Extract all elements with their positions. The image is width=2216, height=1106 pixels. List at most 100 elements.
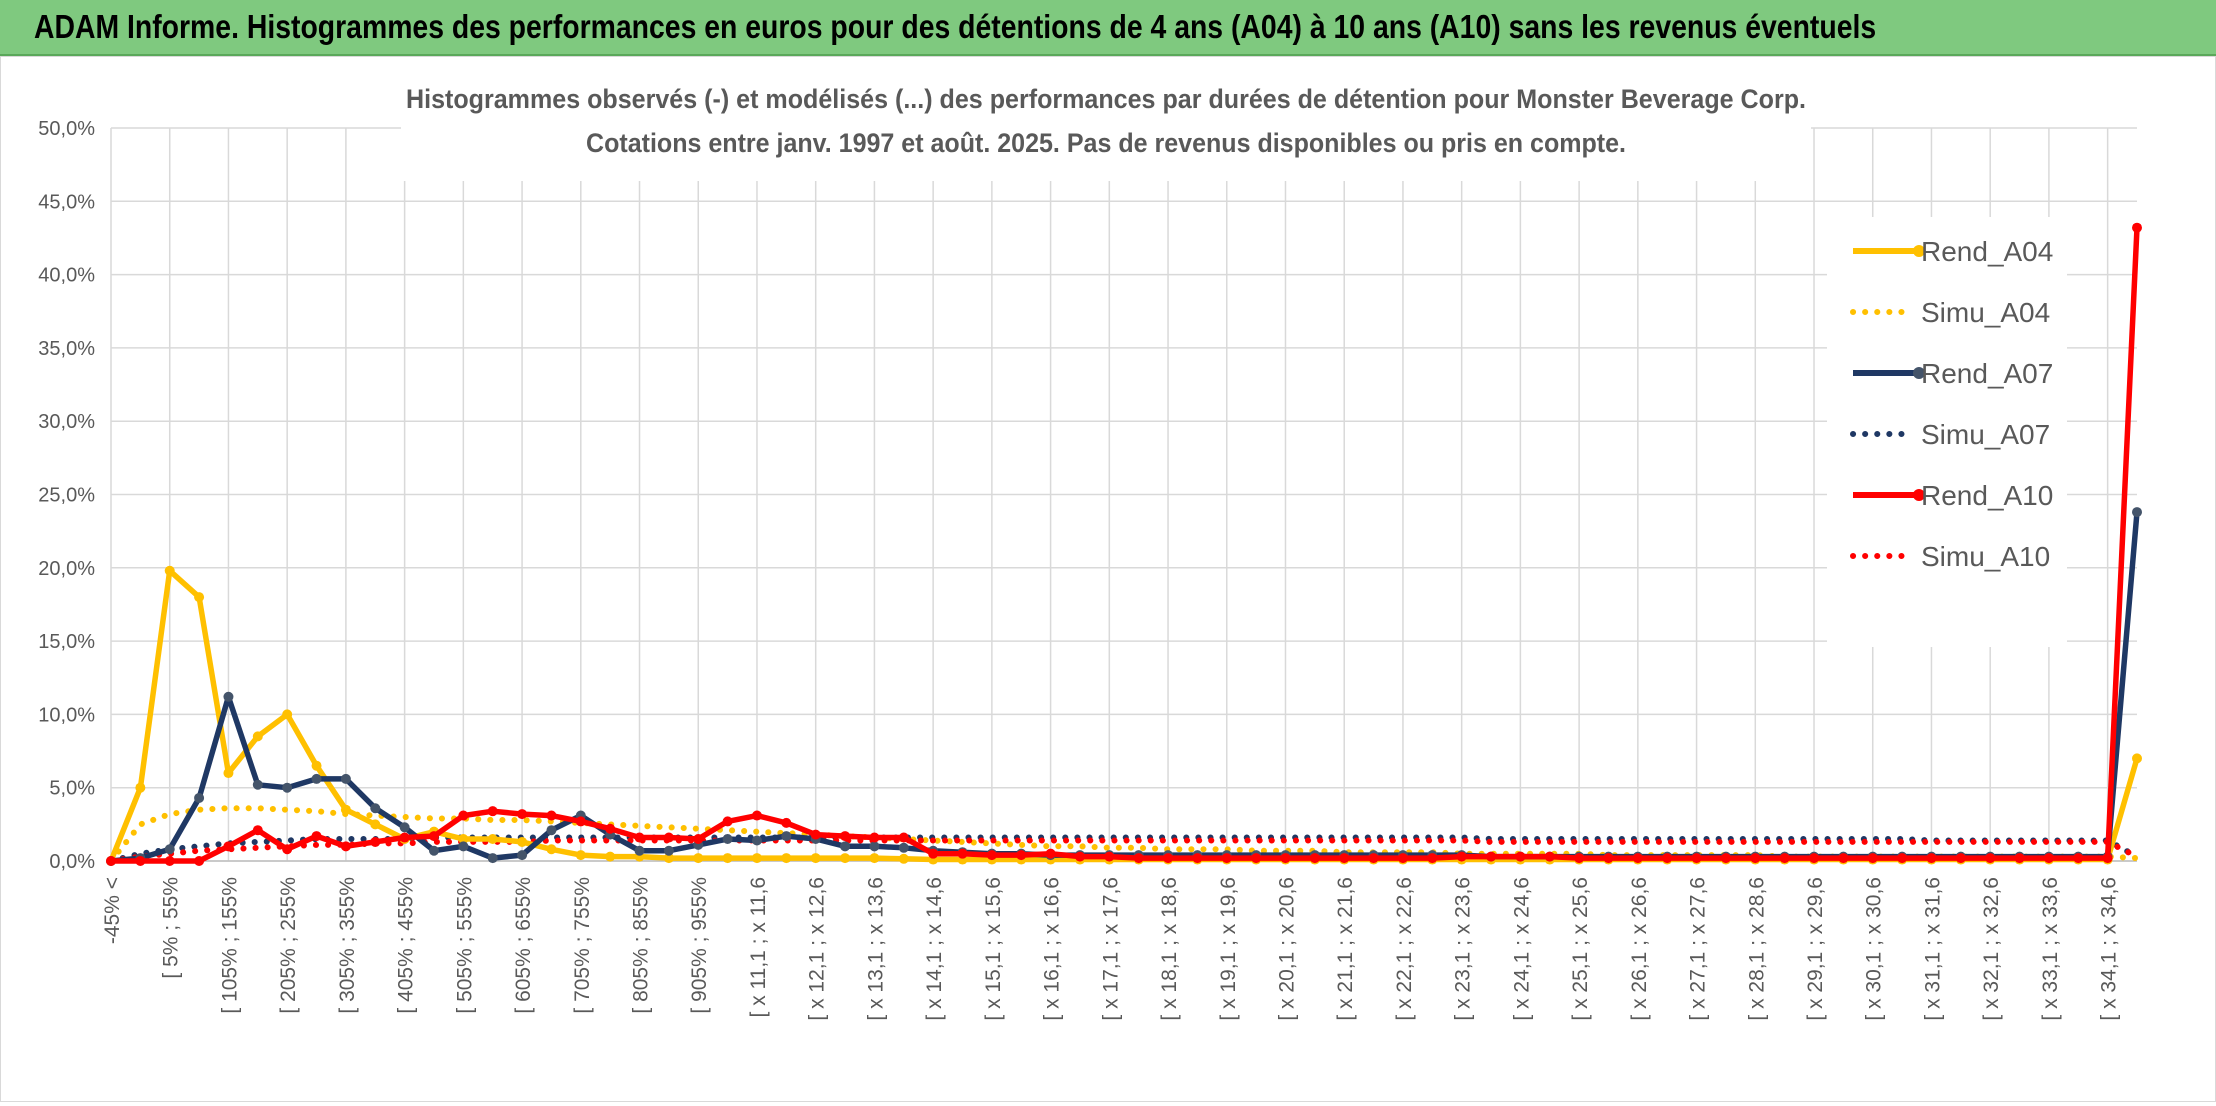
data-point bbox=[1750, 853, 1761, 864]
legend-label: Simu_A07 bbox=[1921, 419, 2050, 450]
data-point bbox=[517, 809, 528, 820]
data-point bbox=[546, 810, 557, 821]
data-point bbox=[869, 832, 880, 843]
legend-label: Rend_A07 bbox=[1921, 358, 2053, 389]
data-point bbox=[223, 691, 234, 702]
x-tick-label: [ 405% ; 455% bbox=[395, 877, 418, 1014]
x-tick-label: [ x 26,1 ; x 26,6 bbox=[1628, 877, 1651, 1021]
data-point bbox=[311, 773, 322, 784]
y-tick-label: 5,0% bbox=[49, 778, 95, 800]
data-point bbox=[693, 834, 704, 845]
report-banner: ADAM Informe. Histogrammes des performan… bbox=[0, 0, 2216, 56]
data-point bbox=[1368, 853, 1379, 864]
data-point bbox=[1662, 853, 1673, 864]
data-point bbox=[781, 853, 792, 864]
data-point bbox=[2132, 507, 2142, 518]
legend-item: Simu_A04 bbox=[1850, 297, 2050, 328]
histogram-chart: 0,0% 5,0% 10,0% 15,0% 20,0% 25,0% 30,0% 35,0% 40… bbox=[38, 63, 2142, 1021]
legend-marker bbox=[1913, 489, 1925, 501]
data-point bbox=[1897, 853, 1908, 864]
data-point bbox=[370, 836, 381, 847]
x-tick-label: [ x 22,1 ; x 22,6 bbox=[1393, 877, 1416, 1021]
data-point bbox=[1574, 853, 1585, 864]
data-point bbox=[252, 779, 263, 790]
data-point bbox=[1397, 853, 1408, 864]
y-tick-label: 25,0% bbox=[38, 485, 95, 507]
x-tick-label: [ 105% ; 155% bbox=[218, 877, 241, 1014]
title-backdrop bbox=[401, 63, 1811, 181]
x-tick-label: [ x 20,1 ; x 20,6 bbox=[1275, 877, 1298, 1021]
x-tick-label: [ 905% ; 955% bbox=[688, 877, 711, 1014]
data-point bbox=[546, 844, 557, 855]
x-tick-label: [ x 11,1 ; x 11,6 bbox=[747, 877, 770, 1017]
legend-marker bbox=[1913, 367, 1925, 379]
data-point bbox=[2132, 222, 2142, 233]
x-tick-label: [ x 13,1 ; x 13,6 bbox=[864, 877, 887, 1021]
legend-item: Rend_A07 bbox=[1853, 358, 2053, 389]
data-point bbox=[282, 782, 293, 793]
legend-marker bbox=[1913, 245, 1925, 257]
y-tick-label: 15,0% bbox=[38, 631, 95, 653]
data-point bbox=[898, 842, 909, 853]
series-Rend_A10 bbox=[106, 222, 2142, 866]
data-point bbox=[810, 829, 821, 840]
data-point bbox=[810, 853, 821, 864]
x-tick-label: [ x 15,1 ; x 15,6 bbox=[982, 877, 1005, 1021]
data-point bbox=[370, 819, 381, 830]
y-tick-label: 50,0% bbox=[38, 118, 95, 140]
data-point bbox=[252, 825, 263, 836]
data-point bbox=[1926, 853, 1937, 864]
y-tick-label: 40,0% bbox=[38, 265, 95, 287]
data-point bbox=[1809, 853, 1820, 864]
data-point bbox=[898, 832, 909, 843]
data-point bbox=[605, 823, 616, 834]
chart-subtitle: Cotations entre janv. 1997 et août. 2025… bbox=[586, 128, 1626, 158]
x-tick-label: [ 5% ; 55% bbox=[160, 877, 183, 979]
data-point bbox=[487, 834, 498, 845]
data-point bbox=[428, 831, 439, 842]
legend-item: Simu_A10 bbox=[1850, 541, 2050, 572]
data-point bbox=[340, 841, 351, 852]
data-point bbox=[428, 845, 439, 856]
data-point bbox=[2043, 853, 2054, 864]
data-point bbox=[605, 851, 616, 862]
data-point bbox=[928, 848, 939, 859]
data-point bbox=[1309, 853, 1320, 864]
series-lines bbox=[106, 222, 2142, 866]
series-Simu_A10 bbox=[108, 837, 2140, 864]
data-point bbox=[223, 841, 234, 852]
data-point bbox=[194, 592, 205, 603]
data-point bbox=[223, 768, 234, 779]
data-point bbox=[1133, 853, 1144, 864]
data-point bbox=[840, 831, 851, 842]
data-point bbox=[1515, 851, 1526, 862]
data-point bbox=[194, 856, 205, 866]
data-point bbox=[487, 806, 498, 817]
data-point bbox=[751, 853, 762, 864]
data-point bbox=[194, 792, 205, 803]
x-axis: -45% < [ 5% ; 55% [ 105% ; 155% [ 205% ; 25… bbox=[101, 860, 2137, 1021]
data-point bbox=[340, 804, 351, 815]
data-point bbox=[340, 773, 351, 784]
y-tick-label: 30,0% bbox=[38, 411, 95, 433]
data-point bbox=[634, 832, 645, 843]
data-point bbox=[517, 850, 528, 861]
data-point bbox=[252, 731, 263, 742]
report-title: ADAM Informe. Histogrammes des performan… bbox=[34, 8, 1877, 45]
data-point bbox=[840, 841, 851, 852]
data-point bbox=[781, 817, 792, 828]
data-point bbox=[663, 845, 674, 856]
x-tick-label: [ x 30,1 ; x 30,6 bbox=[1863, 877, 1886, 1021]
series-line bbox=[111, 227, 2140, 864]
data-point bbox=[722, 834, 733, 845]
x-tick-label: [ x 25,1 ; x 25,6 bbox=[1569, 877, 1592, 1021]
x-tick-label: [ x 32,1 ; x 32,6 bbox=[1980, 877, 2003, 1021]
data-point bbox=[575, 850, 586, 861]
data-point bbox=[282, 844, 293, 855]
data-point bbox=[1045, 848, 1056, 859]
data-point bbox=[722, 853, 733, 864]
data-point bbox=[1603, 853, 1614, 864]
data-point bbox=[1456, 851, 1467, 862]
x-tick-label: [ 505% ; 555% bbox=[453, 877, 476, 1014]
x-tick-label: [ x 17,1 ; x 17,6 bbox=[1099, 877, 1122, 1021]
